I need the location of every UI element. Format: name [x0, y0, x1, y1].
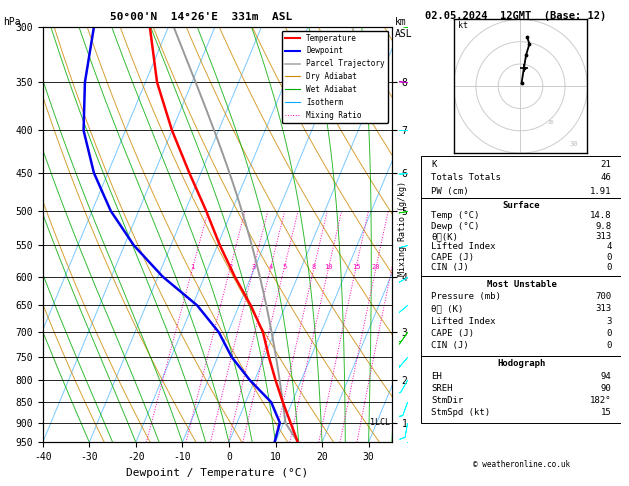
Text: 1: 1	[191, 264, 195, 271]
Bar	[421, 198, 621, 277]
Text: Hodograph: Hodograph	[498, 360, 545, 368]
Text: 20: 20	[372, 264, 381, 271]
Text: θᴇ (K): θᴇ (K)	[431, 304, 464, 313]
Text: 0: 0	[606, 263, 611, 272]
Text: © weatheronline.co.uk: © weatheronline.co.uk	[473, 460, 570, 469]
Text: CIN (J): CIN (J)	[431, 263, 469, 272]
Text: EH: EH	[431, 372, 442, 381]
Text: Totals Totals: Totals Totals	[431, 173, 501, 182]
Text: CAPE (J): CAPE (J)	[431, 329, 474, 338]
Text: Lifted Index: Lifted Index	[431, 317, 496, 326]
Text: 313: 313	[595, 232, 611, 241]
Text: 2: 2	[228, 264, 233, 271]
Text: Lifted Index: Lifted Index	[431, 243, 496, 251]
Text: 46: 46	[601, 173, 611, 182]
Text: 14.8: 14.8	[590, 211, 611, 220]
Text: 4: 4	[269, 264, 273, 271]
Text: 3: 3	[606, 317, 611, 326]
Text: Pressure (mb): Pressure (mb)	[431, 292, 501, 301]
Text: 1LCL: 1LCL	[370, 418, 391, 427]
Text: Dewp (°C): Dewp (°C)	[431, 222, 480, 230]
Bar	[421, 156, 621, 198]
Text: km
ASL: km ASL	[395, 17, 413, 38]
Text: 15: 15	[601, 408, 611, 417]
Text: PW (cm): PW (cm)	[431, 187, 469, 195]
Text: θᴇ(K): θᴇ(K)	[431, 232, 459, 241]
Text: 02.05.2024  12GMT  (Base: 12): 02.05.2024 12GMT (Base: 12)	[425, 11, 606, 21]
Text: 10: 10	[325, 264, 333, 271]
X-axis label: Dewpoint / Temperature (°C): Dewpoint / Temperature (°C)	[126, 468, 308, 478]
Text: CAPE (J): CAPE (J)	[431, 253, 474, 262]
Text: 4: 4	[606, 243, 611, 251]
Text: Mixing Ratio (g/kg): Mixing Ratio (g/kg)	[398, 181, 407, 276]
Legend: Temperature, Dewpoint, Parcel Trajectory, Dry Adiabat, Wet Adiabat, Isotherm, Mi: Temperature, Dewpoint, Parcel Trajectory…	[282, 31, 388, 122]
Text: Surface: Surface	[503, 201, 540, 210]
Text: StmDir: StmDir	[431, 396, 464, 405]
Text: 21: 21	[601, 160, 611, 169]
Text: CIN (J): CIN (J)	[431, 341, 469, 350]
Text: 90: 90	[601, 384, 611, 393]
Bar	[421, 356, 621, 423]
Text: 15: 15	[352, 264, 360, 271]
Text: Most Unstable: Most Unstable	[486, 280, 557, 289]
Text: 313: 313	[595, 304, 611, 313]
Text: 3: 3	[252, 264, 256, 271]
Text: 50°00'N  14°26'E  331m  ASL: 50°00'N 14°26'E 331m ASL	[110, 12, 292, 22]
Text: 9.8: 9.8	[595, 222, 611, 230]
Text: 182°: 182°	[590, 396, 611, 405]
Text: SREH: SREH	[431, 384, 453, 393]
Bar	[421, 277, 621, 356]
Text: 5: 5	[282, 264, 286, 271]
Text: kt: kt	[458, 21, 468, 30]
Text: 94: 94	[601, 372, 611, 381]
Text: 0: 0	[606, 329, 611, 338]
Text: 30: 30	[569, 141, 578, 147]
Text: 1.91: 1.91	[590, 187, 611, 195]
Text: 700: 700	[595, 292, 611, 301]
Text: 20: 20	[547, 120, 554, 125]
Text: hPa: hPa	[3, 17, 21, 27]
Text: 0: 0	[606, 253, 611, 262]
Text: 8: 8	[312, 264, 316, 271]
Text: StmSpd (kt): StmSpd (kt)	[431, 408, 491, 417]
Text: Temp (°C): Temp (°C)	[431, 211, 480, 220]
Text: 0: 0	[606, 341, 611, 350]
Text: K: K	[431, 160, 437, 169]
